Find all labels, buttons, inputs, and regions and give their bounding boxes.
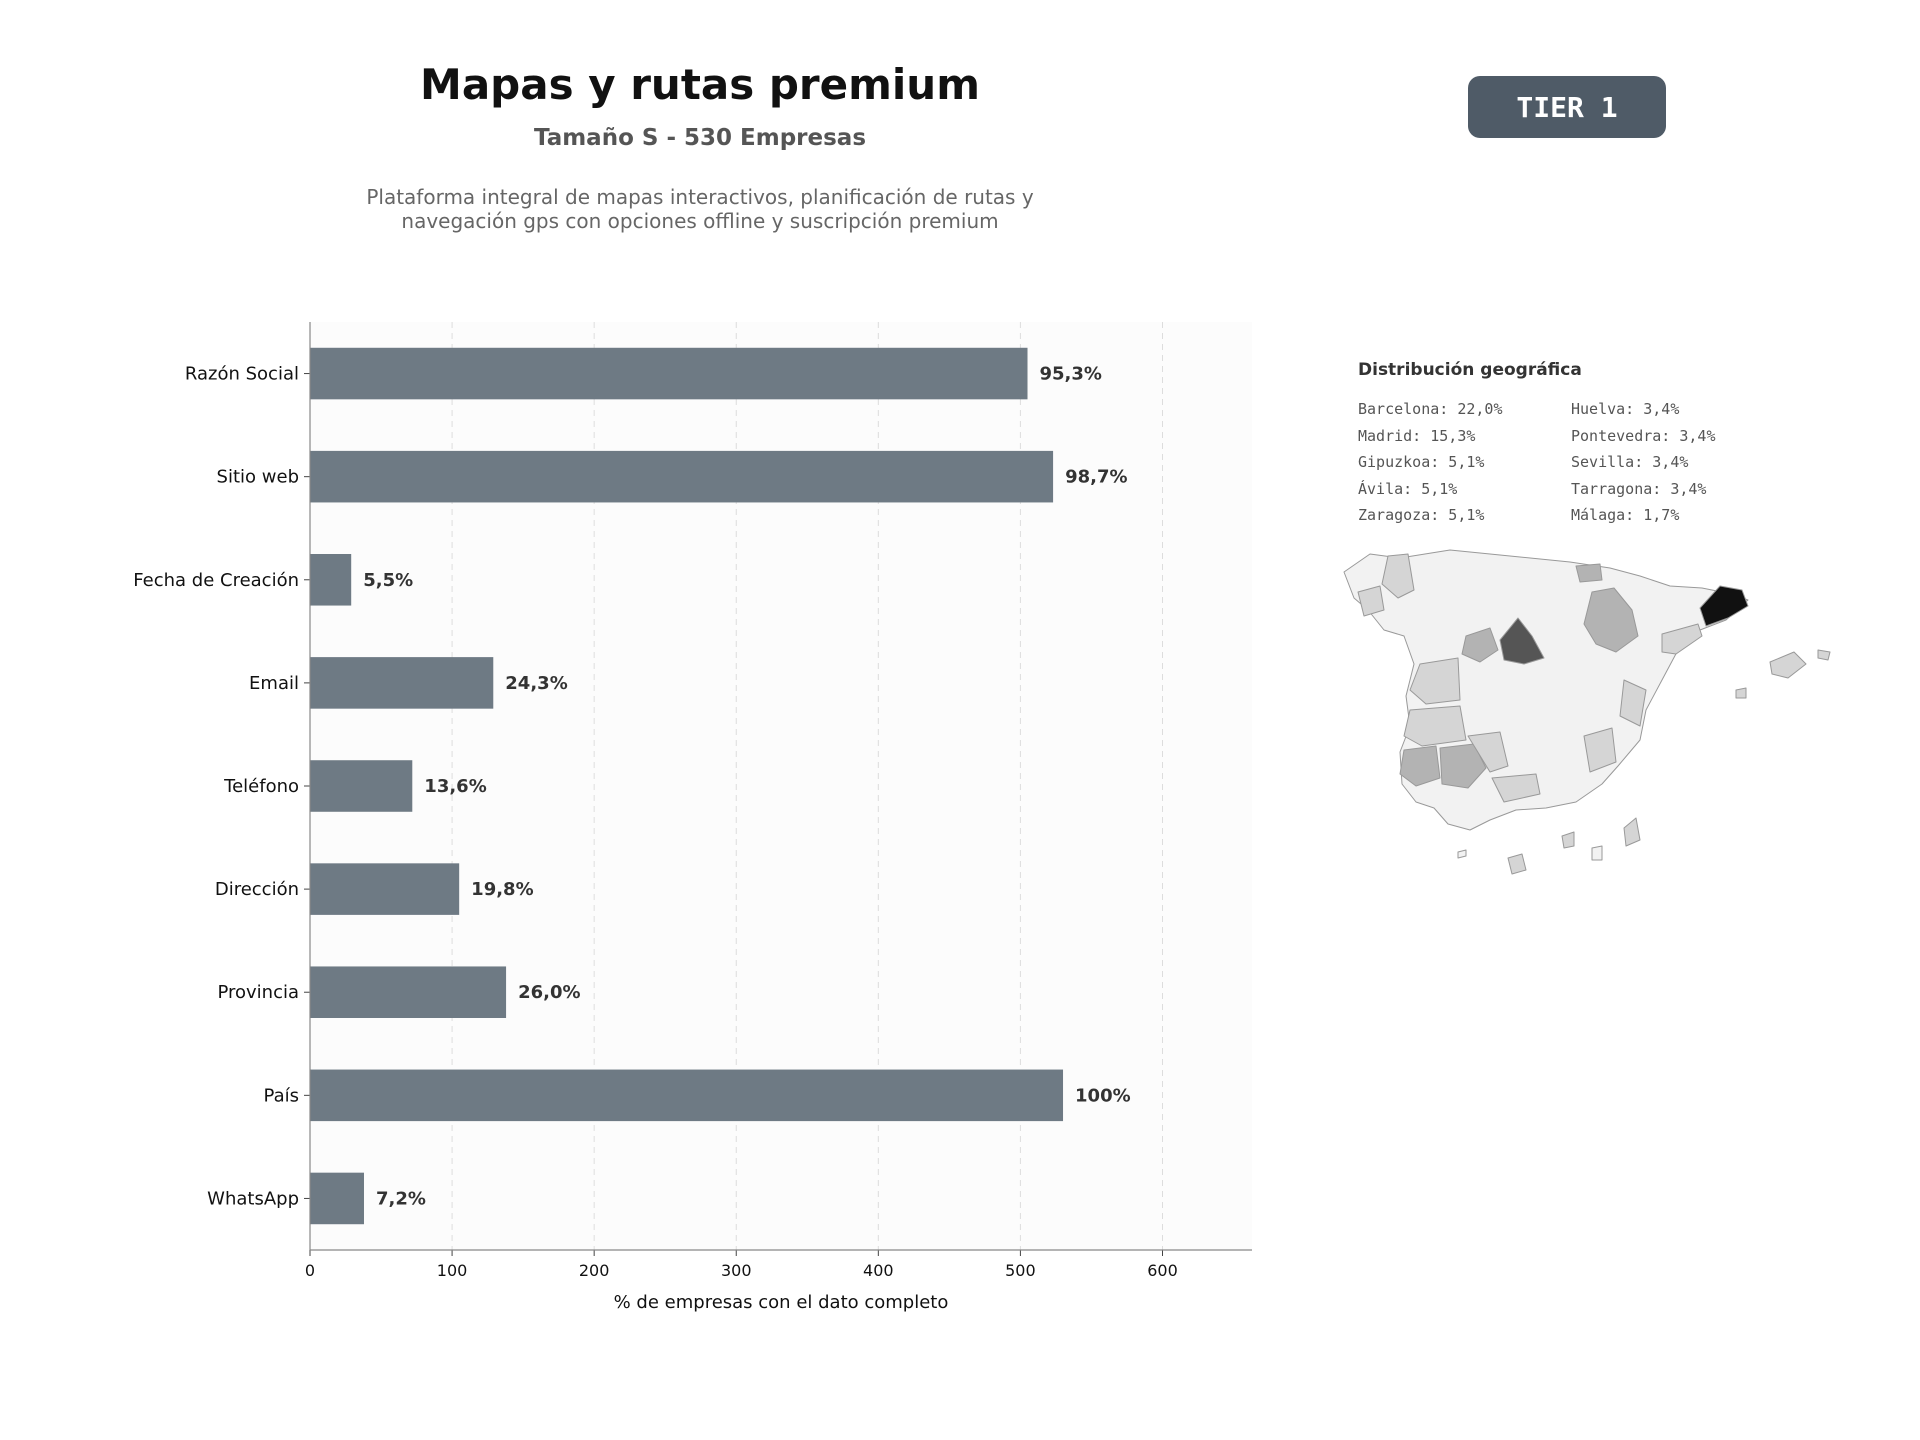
bar xyxy=(310,657,494,709)
map-region-light xyxy=(1403,705,1467,747)
geo-item: Zaragoza: 5,1% xyxy=(1358,506,1485,524)
map-region-light xyxy=(1619,679,1647,727)
y-tick-label: Teléfono xyxy=(223,776,299,797)
y-tick-label: Sitio web xyxy=(217,467,299,488)
x-axis-label: % de empresas con el dato completo xyxy=(614,1292,949,1313)
spain-choropleth-map xyxy=(1343,549,1831,875)
data-label: 98,7% xyxy=(1065,467,1127,488)
y-tick-label: WhatsApp xyxy=(207,1188,299,1209)
map-region-malaga xyxy=(1491,773,1541,803)
data-label: 7,2% xyxy=(376,1188,426,1209)
map-island-canarias xyxy=(1591,845,1603,861)
map-island-canarias xyxy=(1561,831,1575,849)
geo-item: Barcelona: 22,0% xyxy=(1358,400,1503,418)
description-line-1: Plataforma integral de mapas interactivo… xyxy=(366,185,1034,209)
geo-item: Sevilla: 3,4% xyxy=(1571,453,1689,471)
data-label: 26,0% xyxy=(518,982,580,1003)
y-tick-label: Dirección xyxy=(215,879,299,900)
x-tick-label: 0 xyxy=(305,1261,315,1280)
description: Plataforma integral de mapas interactivo… xyxy=(300,185,1100,233)
geo-item: Ávila: 5,1% xyxy=(1358,479,1458,498)
data-label: 100% xyxy=(1075,1085,1131,1106)
x-tick-label: 500 xyxy=(1005,1261,1036,1280)
page-title: Mapas y rutas premium xyxy=(420,60,980,109)
tier-badge: TIER 1 xyxy=(1468,76,1666,138)
map-island-mallorca xyxy=(1769,651,1807,679)
data-label: 5,5% xyxy=(363,570,413,591)
data-label: 13,6% xyxy=(424,776,486,797)
bar xyxy=(310,966,507,1018)
map-region-barcelona xyxy=(1699,585,1749,627)
map-island-canarias xyxy=(1623,817,1641,847)
map-region-avila xyxy=(1461,627,1499,663)
map-region-light xyxy=(1409,657,1461,705)
map-region-light xyxy=(1381,553,1415,599)
page-subtitle: Tamaño S - 530 Empresas xyxy=(533,125,867,151)
y-tick-label: Email xyxy=(249,673,299,694)
geo-item: Pontevedra: 3,4% xyxy=(1571,426,1716,445)
map-region-light xyxy=(1467,731,1509,773)
geo-distribution-list: Barcelona: 22,0% Huelva: 3,4% Madrid: 15… xyxy=(1358,396,1778,529)
x-tick-label: 100 xyxy=(437,1261,468,1280)
bar xyxy=(310,760,413,812)
map-region-zaragoza xyxy=(1583,587,1639,653)
x-tick-label: 300 xyxy=(721,1261,752,1280)
y-tick-label: Fecha de Creación xyxy=(133,570,299,591)
bar xyxy=(310,347,1028,400)
map-island-canarias xyxy=(1507,853,1527,875)
geo-item: Huelva: 3,4% xyxy=(1571,400,1680,418)
map-region-tarragona xyxy=(1661,623,1703,655)
geo-distribution-title: Distribución geográfica xyxy=(1358,360,1582,380)
map-region-light xyxy=(1357,585,1385,617)
map-region-madrid xyxy=(1499,617,1545,665)
geo-item: Málaga: 1,7% xyxy=(1571,506,1680,524)
map-region-light xyxy=(1583,727,1617,773)
x-tick-label: 400 xyxy=(863,1261,894,1280)
y-tick-label: Razón Social xyxy=(185,364,299,385)
map-region-huelva xyxy=(1399,745,1441,787)
description-line-2: navegación gps con opciones offline y su… xyxy=(401,209,999,233)
bar xyxy=(310,1172,364,1225)
data-label: 95,3% xyxy=(1040,364,1102,385)
y-tick-label: País xyxy=(264,1085,299,1106)
map-region-gipuzkoa xyxy=(1575,563,1603,583)
bar xyxy=(310,450,1054,503)
map-island-ibiza xyxy=(1735,687,1747,699)
geo-item: Madrid: 15,3% xyxy=(1358,426,1476,445)
y-tick-label: Provincia xyxy=(217,982,299,1003)
geo-item: Gipuzkoa: 5,1% xyxy=(1358,453,1485,471)
data-label: 19,8% xyxy=(471,879,533,900)
data-label: 24,3% xyxy=(505,673,567,694)
x-tick-label: 600 xyxy=(1147,1261,1178,1280)
x-tick-label: 200 xyxy=(579,1261,610,1280)
map-island-canarias xyxy=(1457,849,1467,859)
bar xyxy=(310,554,352,606)
geo-item: Tarragona: 3,4% xyxy=(1571,479,1707,498)
completeness-bar-chart: 0 100 200 300 400 500 600 Razón Social 95,3% Siti… xyxy=(133,322,1252,1313)
map-region-sevilla xyxy=(1439,743,1487,789)
map-island-menorca xyxy=(1817,649,1831,661)
bar xyxy=(310,863,460,915)
bar xyxy=(310,1069,1064,1122)
